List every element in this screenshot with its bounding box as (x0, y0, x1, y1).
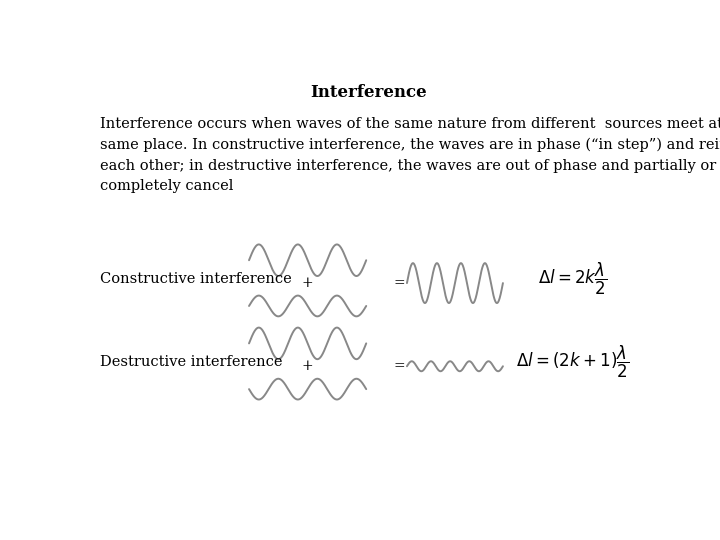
Text: Constructive interference: Constructive interference (100, 272, 292, 286)
Text: Interference occurs when waves of the same nature from different  sources meet a: Interference occurs when waves of the sa… (100, 117, 720, 193)
Text: +: + (302, 359, 313, 373)
Text: =: = (394, 359, 405, 373)
Text: Interference: Interference (311, 84, 427, 100)
Text: =: = (394, 276, 405, 290)
Text: $\Delta l = 2k\dfrac{\lambda}{2}$: $\Delta l = 2k\dfrac{\lambda}{2}$ (538, 261, 607, 297)
Text: $\Delta l = (2k + 1)\dfrac{\lambda}{2}$: $\Delta l = (2k + 1)\dfrac{\lambda}{2}$ (516, 344, 629, 380)
Text: +: + (302, 276, 313, 290)
Text: Destructive interference: Destructive interference (100, 355, 282, 369)
